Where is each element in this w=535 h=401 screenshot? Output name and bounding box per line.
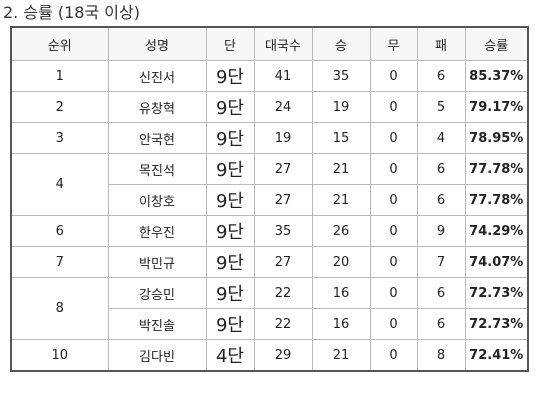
games-cell: 35 bbox=[253, 215, 313, 247]
losses-cell: 6 bbox=[416, 308, 466, 340]
name-cell: 이창호 bbox=[107, 184, 207, 216]
rank-cell: 10 bbox=[10, 339, 109, 372]
dan-cell: 9단 bbox=[205, 308, 255, 340]
win-rate-cell: 74.07% bbox=[464, 246, 529, 278]
draws-cell: 0 bbox=[369, 153, 418, 185]
name-cell: 유창혁 bbox=[107, 91, 207, 123]
games-cell: 22 bbox=[253, 308, 313, 340]
header-name: 성명 bbox=[107, 26, 207, 61]
rank-cell: 6 bbox=[10, 215, 109, 247]
rank-cell: 7 bbox=[10, 246, 109, 278]
wins-cell: 16 bbox=[311, 277, 371, 309]
losses-cell: 6 bbox=[416, 60, 466, 92]
header-losses: 패 bbox=[416, 26, 466, 61]
games-cell: 29 bbox=[253, 339, 313, 372]
win-rate-cell: 78.95% bbox=[464, 122, 529, 154]
table-row: 10 김다빈 4단 29 21 0 8 72.41% bbox=[10, 339, 529, 372]
draws-cell: 0 bbox=[369, 339, 418, 372]
win-rate-cell: 72.73% bbox=[464, 277, 529, 309]
losses-cell: 6 bbox=[416, 184, 466, 216]
dan-cell: 9단 bbox=[205, 246, 255, 278]
dan-cell: 9단 bbox=[205, 153, 255, 185]
win-rate-table: 순위 성명 단 대국수 승 무 패 승률 1 신진서 9단 41 35 0 6 … bbox=[10, 26, 529, 372]
name-cell: 강승민 bbox=[107, 277, 207, 309]
draws-cell: 0 bbox=[369, 184, 418, 216]
draws-cell: 0 bbox=[369, 122, 418, 154]
rank-cell: 4 bbox=[10, 153, 109, 216]
wins-cell: 35 bbox=[311, 60, 371, 92]
table-header-row: 순위 성명 단 대국수 승 무 패 승률 bbox=[10, 26, 529, 61]
draws-cell: 0 bbox=[369, 246, 418, 278]
table-row: 8 강승민 9단 22 16 0 6 72.73% bbox=[10, 277, 529, 340]
name-cell: 김다빈 bbox=[107, 339, 207, 372]
games-cell: 27 bbox=[253, 184, 313, 216]
losses-cell: 5 bbox=[416, 91, 466, 123]
dan-cell: 4단 bbox=[205, 339, 255, 372]
rank-cell: 8 bbox=[10, 277, 109, 340]
wins-cell: 20 bbox=[311, 246, 371, 278]
header-games: 대국수 bbox=[253, 26, 313, 61]
win-rate-cell: 72.41% bbox=[464, 339, 529, 372]
losses-cell: 9 bbox=[416, 215, 466, 247]
wins-cell: 21 bbox=[311, 184, 371, 216]
games-cell: 27 bbox=[253, 153, 313, 185]
table-row: 6 한우진 9단 35 26 0 9 74.29% bbox=[10, 215, 529, 247]
name-cell: 안국현 bbox=[107, 122, 207, 154]
header-dan: 단 bbox=[205, 26, 255, 61]
win-rate-cell: 77.78% bbox=[464, 184, 529, 216]
games-cell: 22 bbox=[253, 277, 313, 309]
losses-cell: 4 bbox=[416, 122, 466, 154]
draws-cell: 0 bbox=[369, 215, 418, 247]
rank-cell: 3 bbox=[10, 122, 109, 154]
draws-cell: 0 bbox=[369, 91, 418, 123]
section-heading: 2. 승률 (18국 이상) bbox=[3, 3, 140, 22]
games-cell: 41 bbox=[253, 60, 313, 92]
draws-cell: 0 bbox=[369, 277, 418, 309]
name-cell: 한우진 bbox=[107, 215, 207, 247]
wins-cell: 21 bbox=[311, 153, 371, 185]
table-row: 4 목진석 9단 27 21 0 6 77.78% bbox=[10, 153, 529, 216]
dan-cell: 9단 bbox=[205, 215, 255, 247]
header-draws: 무 bbox=[369, 26, 418, 61]
win-rate-cell: 74.29% bbox=[464, 215, 529, 247]
header-rank: 순위 bbox=[10, 26, 109, 61]
table-row: 1 신진서 9단 41 35 0 6 85.37% bbox=[10, 60, 529, 92]
header-win-rate: 승률 bbox=[464, 26, 529, 61]
losses-cell: 6 bbox=[416, 277, 466, 309]
wins-cell: 19 bbox=[311, 91, 371, 123]
win-rate-cell: 77.78% bbox=[464, 153, 529, 185]
games-cell: 19 bbox=[253, 122, 313, 154]
wins-cell: 16 bbox=[311, 308, 371, 340]
win-rate-cell: 72.73% bbox=[464, 308, 529, 340]
losses-cell: 6 bbox=[416, 153, 466, 185]
draws-cell: 0 bbox=[369, 308, 418, 340]
table-row: 박진솔 9단 22 16 0 6 72.73% bbox=[11, 308, 529, 340]
losses-cell: 7 bbox=[416, 246, 466, 278]
name-cell: 목진석 bbox=[107, 153, 207, 185]
rank-cell: 1 bbox=[10, 60, 109, 92]
games-cell: 27 bbox=[253, 246, 313, 278]
table-row: 7 박민규 9단 27 20 0 7 74.07% bbox=[10, 246, 529, 278]
losses-cell: 8 bbox=[416, 339, 466, 372]
dan-cell: 9단 bbox=[205, 60, 255, 92]
win-rate-cell: 85.37% bbox=[464, 60, 529, 92]
dan-cell: 9단 bbox=[205, 277, 255, 309]
wins-cell: 26 bbox=[311, 215, 371, 247]
draws-cell: 0 bbox=[369, 60, 418, 92]
games-cell: 24 bbox=[253, 91, 313, 123]
table-row: 이창호 9단 27 21 0 6 77.78% bbox=[11, 184, 529, 216]
wins-cell: 15 bbox=[311, 122, 371, 154]
dan-cell: 9단 bbox=[205, 122, 255, 154]
wins-cell: 21 bbox=[311, 339, 371, 372]
rank-cell: 2 bbox=[10, 91, 109, 123]
table-row: 2 유창혁 9단 24 19 0 5 79.17% bbox=[10, 91, 529, 123]
name-cell: 박민규 bbox=[107, 246, 207, 278]
name-cell: 신진서 bbox=[107, 60, 207, 92]
dan-cell: 9단 bbox=[205, 91, 255, 123]
table-row: 3 안국현 9단 19 15 0 4 78.95% bbox=[10, 122, 529, 154]
name-cell: 박진솔 bbox=[107, 308, 207, 340]
win-rate-cell: 79.17% bbox=[464, 91, 529, 123]
dan-cell: 9단 bbox=[205, 184, 255, 216]
header-wins: 승 bbox=[311, 26, 371, 61]
